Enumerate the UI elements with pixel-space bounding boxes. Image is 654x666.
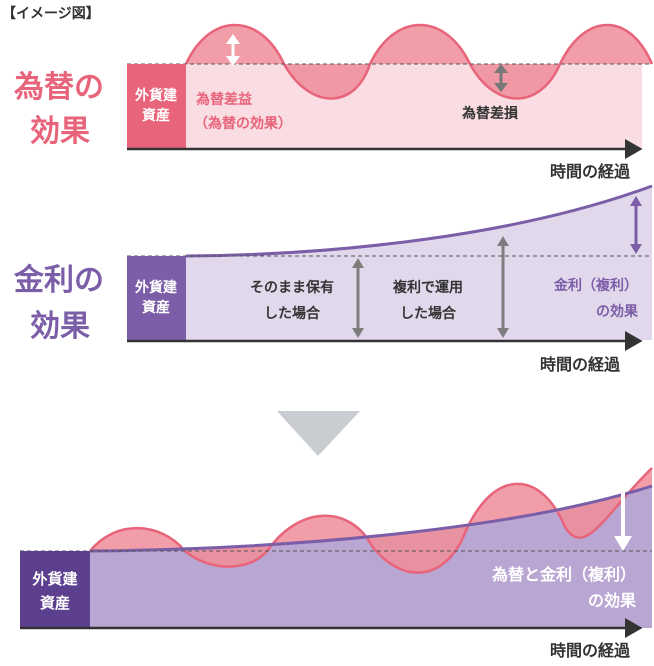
fx-axis-label: 時間の経過 <box>550 162 631 181</box>
fx-loss-arrow <box>494 64 508 92</box>
combined-effect-label-line1: 為替と金利（複利） <box>492 565 636 584</box>
fx-gain-arrow <box>226 34 240 66</box>
interest-effect-label-line2: の効果 <box>596 303 639 320</box>
down-arrow <box>277 411 360 456</box>
combined-growth-curve <box>89 484 653 553</box>
interest-effect-label-line1: 金利（複利） <box>553 277 638 294</box>
combined-asset-line2: 資産 <box>40 594 70 612</box>
compound-label-line1: 複利で運用 <box>392 279 463 296</box>
interest-asset-line2: 資産 <box>142 299 170 316</box>
interest-effect-arrow <box>630 196 642 254</box>
fx-asset-line1: 外貨建 <box>135 87 177 104</box>
fx-wave-area <box>186 25 652 99</box>
interest-axis-label: 時間の経過 <box>540 355 621 374</box>
combined-effect-diagram: 外貨建 資産 為替と金利（複利） の効果 時間の経過 <box>20 467 653 660</box>
interest-asset-block <box>127 256 186 340</box>
hold-label-line1: そのまま保有 <box>250 279 334 296</box>
fx-title-line2: 効果 <box>30 114 90 149</box>
combined-axis-label: 時間の経過 <box>550 641 631 660</box>
fx-title-line1: 為替の <box>14 70 104 105</box>
fx-effect-diagram: 為替の 効果 外貨建 資産 為替差益 （為替の効果） 為替差損 時間の経過 <box>14 23 654 181</box>
compound-height-arrow <box>497 236 509 338</box>
interest-asset-line1: 外貨建 <box>135 279 177 296</box>
combined-wave-line <box>89 467 653 574</box>
fx-asset-block <box>127 64 186 148</box>
combined-growth-area <box>90 486 652 628</box>
hold-label-line2: した場合 <box>264 305 321 322</box>
fx-base-area <box>186 64 642 148</box>
hold-height-arrow <box>352 258 364 338</box>
interest-title-line1: 金利の <box>13 263 104 298</box>
combined-effect-label-line2: の効果 <box>588 591 636 610</box>
fx-wave-line <box>184 23 654 100</box>
interest-title-line2: 効果 <box>30 309 90 344</box>
combined-effect-arrow <box>614 470 632 551</box>
combined-asset-line1: 外貨建 <box>31 570 78 588</box>
fx-gain-label-line2: （為替の効果） <box>194 115 292 132</box>
fx-asset-line2: 資産 <box>142 107 170 124</box>
combined-wave-area <box>90 468 652 573</box>
combined-asset-block <box>20 551 90 628</box>
fx-gain-label-line1: 為替差益 <box>195 91 252 108</box>
interest-growth-curve <box>185 184 653 258</box>
interest-effect-diagram: 金利の 効果 外貨建 資産 そのまま保有 した場合 複利で運用 した場合 <box>13 184 653 374</box>
fx-loss-label: 為替差損 <box>461 105 519 122</box>
image-caption: 【イメージ図】 <box>2 6 100 22</box>
compound-label-line2: した場合 <box>400 305 457 322</box>
interest-growth-area <box>186 186 652 340</box>
